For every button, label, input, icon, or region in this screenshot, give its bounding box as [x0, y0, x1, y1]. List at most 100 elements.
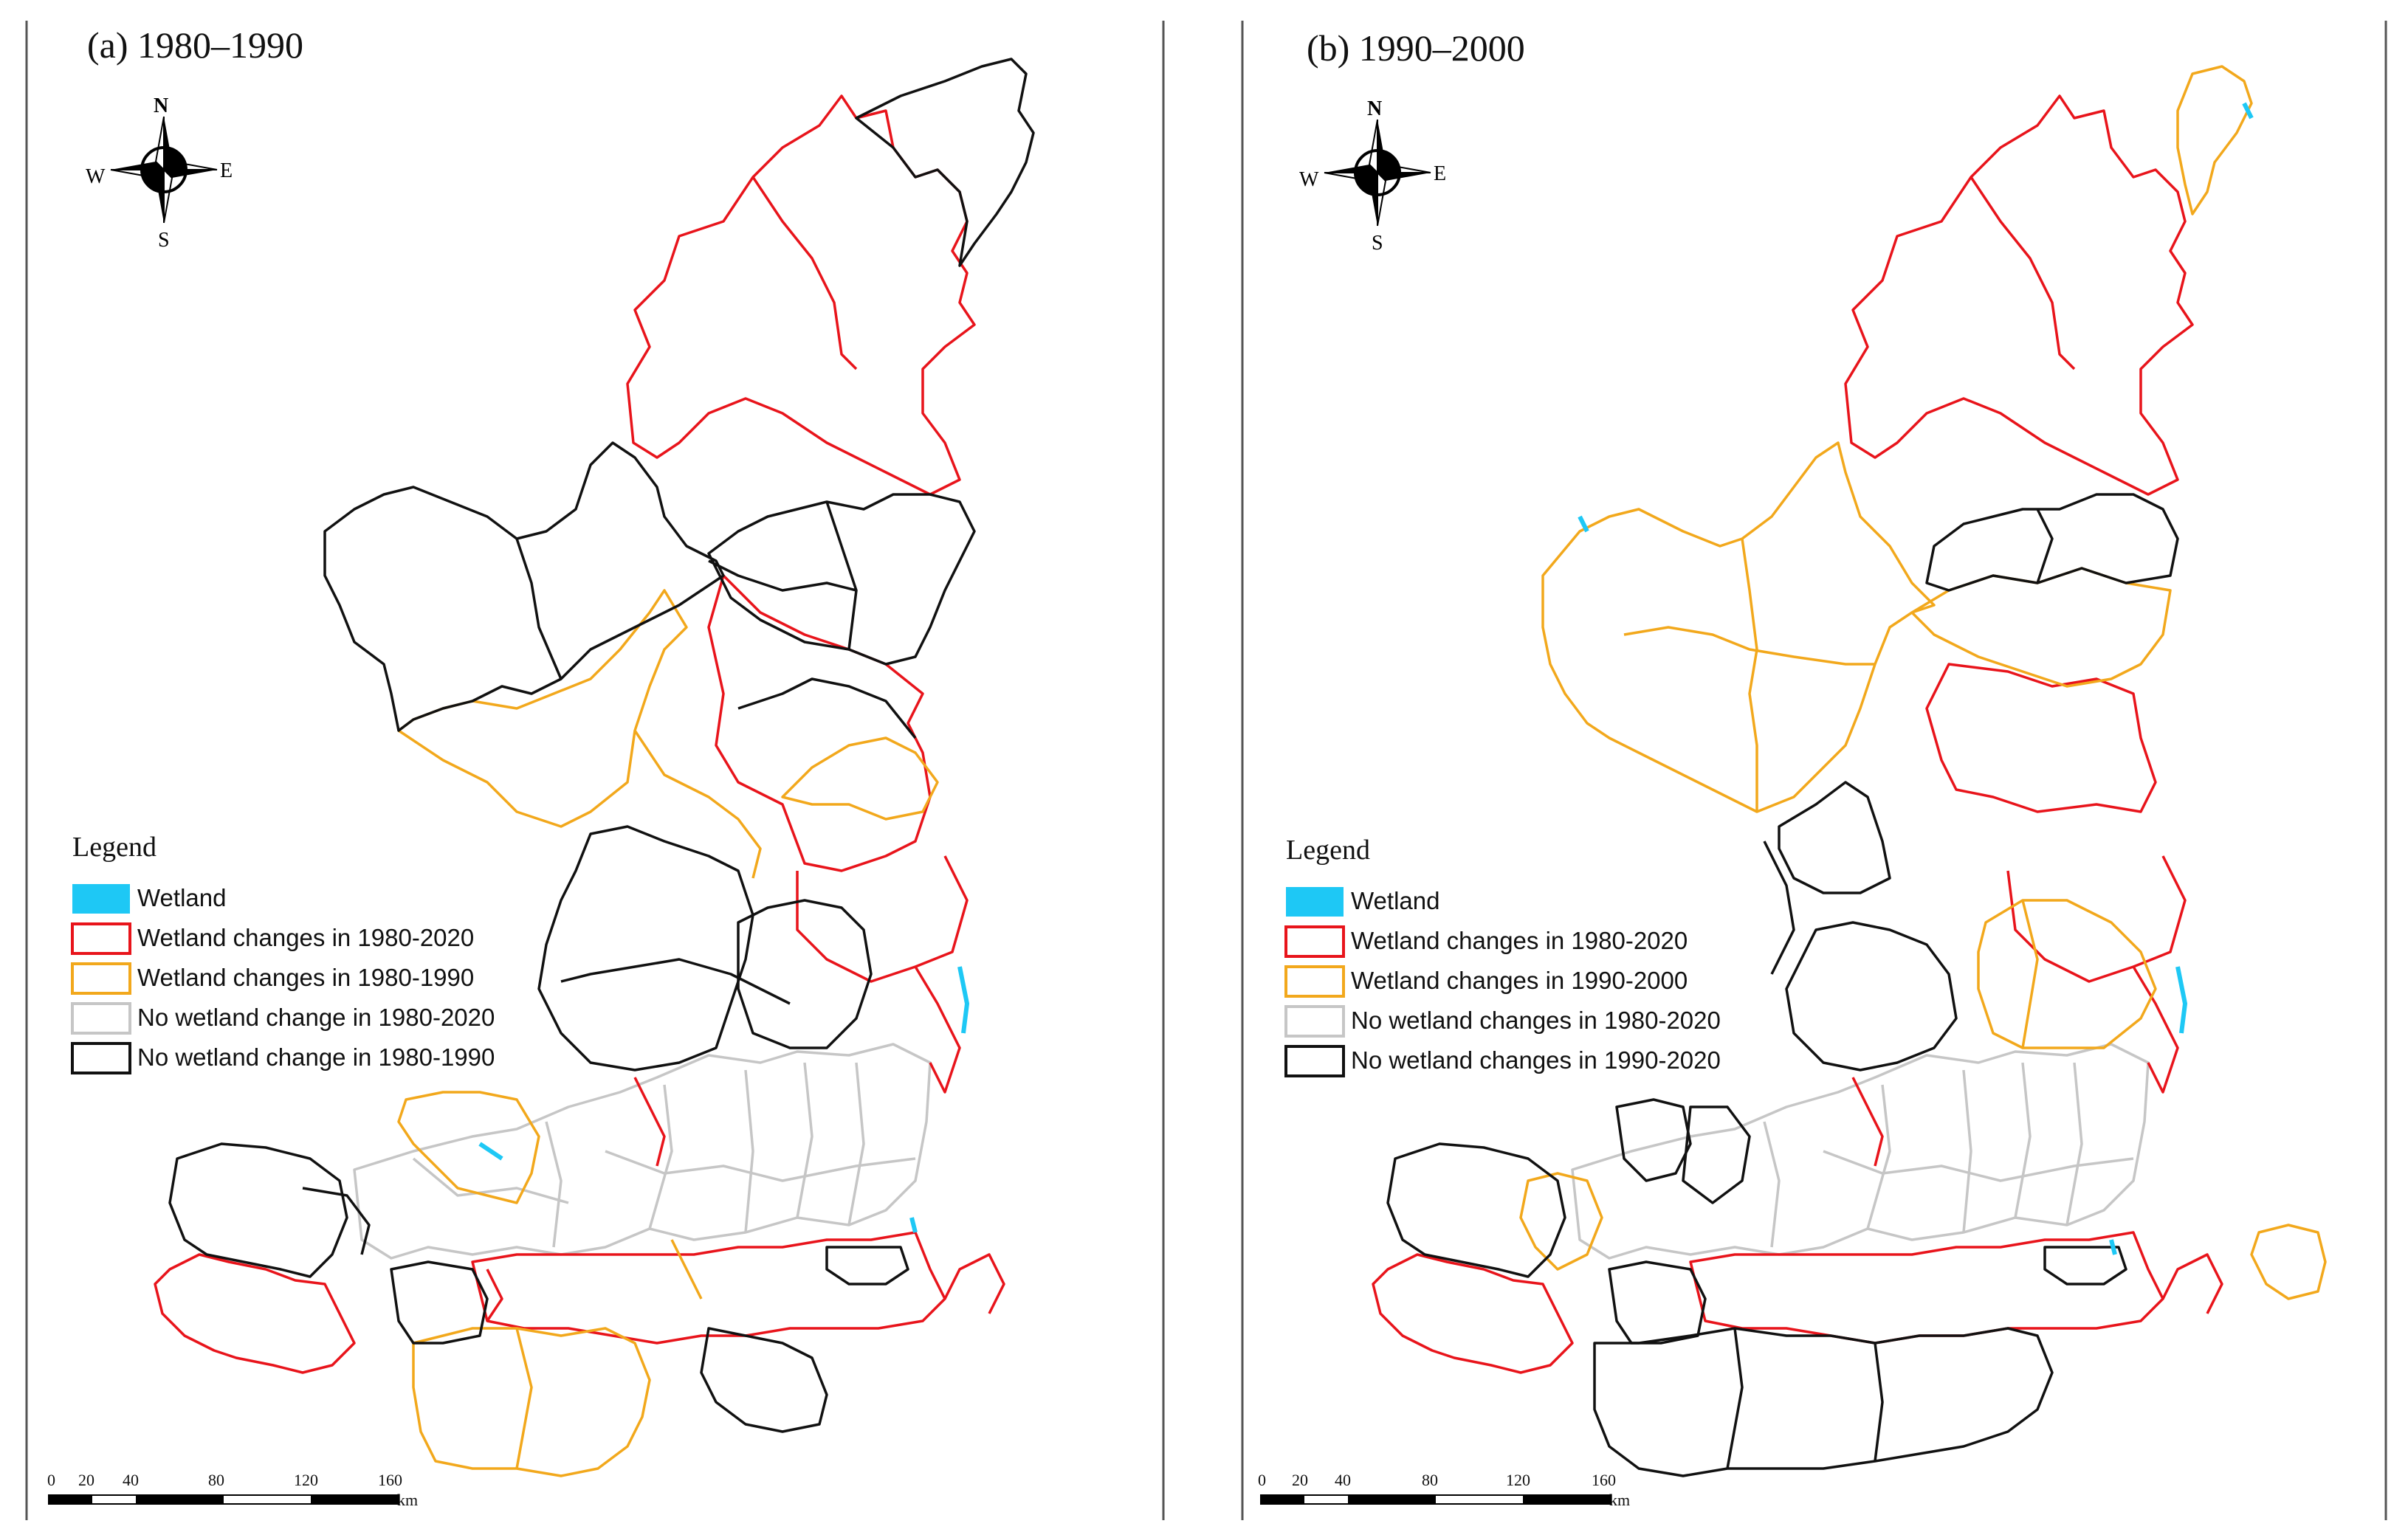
- region-red: [1372, 1253, 1574, 1374]
- region-black: [1925, 493, 2179, 592]
- region-red: [2006, 855, 2187, 983]
- legend-swatch-wetland: [72, 884, 130, 914]
- region-black: [707, 493, 976, 666]
- scale-a-tick-0: 0: [47, 1471, 55, 1489]
- scale-b-unit: km: [1609, 1491, 1630, 1509]
- region-orange: [397, 1091, 540, 1204]
- region-map-a: [154, 58, 1035, 1477]
- legend-b-item-4: No wetland changes in 1990-2020: [1351, 1046, 1721, 1074]
- scale-b-tick-3: 80: [1422, 1471, 1438, 1489]
- compass-s-label: S: [158, 229, 170, 252]
- scale-b-tick-4: 120: [1506, 1471, 1530, 1489]
- region-orange: [1910, 567, 2172, 688]
- legend-b: Legend Wetland Wetland changes in 1980-2…: [1284, 835, 1721, 1077]
- region-orange: [1741, 538, 1758, 812]
- region-red: [1689, 1231, 2164, 1345]
- legend-swatch-changed_period: [71, 962, 131, 995]
- compass-w-label: W: [86, 165, 106, 188]
- region-orange: [2250, 1224, 2327, 1300]
- legend-a-item-2: Wetland changes in 1980-1990: [137, 964, 474, 991]
- region-red: [943, 1253, 1005, 1314]
- region-black: [825, 501, 858, 650]
- region-orange: [781, 736, 939, 821]
- region-gray: [744, 1069, 754, 1233]
- region-black: [2036, 508, 2054, 584]
- panel-a-title: (a) 1980–1990: [87, 24, 303, 66]
- legend-b-item-1: Wetland changes in 1980-2020: [1351, 927, 1688, 954]
- region-gray: [2065, 1062, 2083, 1226]
- region-gray: [1571, 1043, 2150, 1260]
- compass-e-label: E: [1434, 162, 1446, 185]
- region-red: [626, 94, 976, 496]
- region-black: [323, 441, 725, 732]
- region-black: [1726, 1328, 1744, 1469]
- scale-b-tick-1: 20: [1292, 1471, 1308, 1489]
- wetland-patch: [2109, 1239, 2117, 1255]
- wetland-patch: [2242, 102, 2254, 120]
- compass-w-label: W: [1299, 168, 1319, 191]
- region-black: [1763, 841, 1795, 975]
- region-black: [1386, 1142, 1566, 1278]
- region-black: [515, 538, 563, 680]
- legend-b-title: Legend: [1286, 835, 1370, 866]
- region-red: [751, 176, 858, 370]
- scale-a-tick-4: 120: [294, 1471, 318, 1489]
- scale-a-tick-3: 80: [208, 1471, 224, 1489]
- region-red: [1970, 176, 2076, 370]
- wetland-patch: [1578, 515, 1589, 533]
- region-black: [1778, 781, 1891, 894]
- scale-a-tick-5: 160: [378, 1471, 402, 1489]
- region-black: [1608, 1260, 1707, 1345]
- region-orange: [412, 1327, 651, 1477]
- region-orange: [1977, 899, 2157, 1049]
- panel-a: (a) 1980–1990 N S E W: [47, 24, 1035, 1509]
- region-orange: [670, 1239, 703, 1300]
- legend-a: Legend Wetland Wetland changes in 1980-2…: [71, 832, 495, 1074]
- region-red: [796, 855, 969, 983]
- region-black: [390, 1260, 489, 1345]
- compass-rose-icon: [1324, 119, 1431, 227]
- region-orange: [397, 589, 688, 828]
- region-red: [1844, 94, 2194, 496]
- legend-swatch-no_change_period: [1284, 1045, 1345, 1077]
- region-orange: [2021, 900, 2039, 1049]
- region-gray: [2014, 1062, 2032, 1218]
- region-gray: [353, 1043, 932, 1260]
- scale-a-unit: km: [397, 1491, 418, 1509]
- region-red: [1925, 663, 2157, 813]
- wetland-patch: [957, 966, 969, 1034]
- region-gray: [412, 1157, 569, 1204]
- legend-b-labels: Wetland Wetland changes in 1980-2020 Wet…: [1351, 887, 1721, 1074]
- region-gray: [796, 1062, 813, 1218]
- legend-swatch-changed_1980_2020: [71, 922, 131, 955]
- region-gray: [545, 1121, 563, 1248]
- scale-b-tick-2: 40: [1335, 1471, 1351, 1489]
- region-orange: [1541, 441, 1936, 813]
- legend-a-item-1: Wetland changes in 1980-2020: [137, 924, 474, 951]
- legend-b-item-3: No wetland changes in 1980-2020: [1351, 1007, 1721, 1034]
- scale-bar-a: 0 20 40 80 120 160 km: [47, 1471, 418, 1509]
- region-black: [2043, 1246, 2127, 1286]
- region-black: [1874, 1342, 1884, 1462]
- legend-swatch-wetland: [1286, 887, 1344, 917]
- region-red: [914, 966, 961, 1094]
- region-gray: [1763, 1121, 1781, 1248]
- region-red: [1851, 1077, 1884, 1167]
- legend-swatch-no_change_period: [71, 1042, 131, 1074]
- region-black: [1593, 1327, 2054, 1477]
- region-orange: [1519, 1172, 1603, 1271]
- region-black: [537, 825, 754, 1072]
- region-black: [168, 1142, 348, 1278]
- region-black: [560, 958, 791, 1005]
- region-red: [2161, 1253, 2223, 1314]
- wetland-patch: [909, 1217, 918, 1233]
- legend-a-labels: Wetland Wetland changes in 1980-2020 Wet…: [137, 884, 495, 1071]
- region-red: [633, 1077, 666, 1167]
- scale-b-tick-0: 0: [1258, 1471, 1266, 1489]
- compass-rose-icon: [110, 116, 218, 224]
- compass-n-label: N: [1367, 97, 1382, 120]
- scale-a-tick-2: 40: [123, 1471, 139, 1489]
- region-orange: [633, 730, 762, 879]
